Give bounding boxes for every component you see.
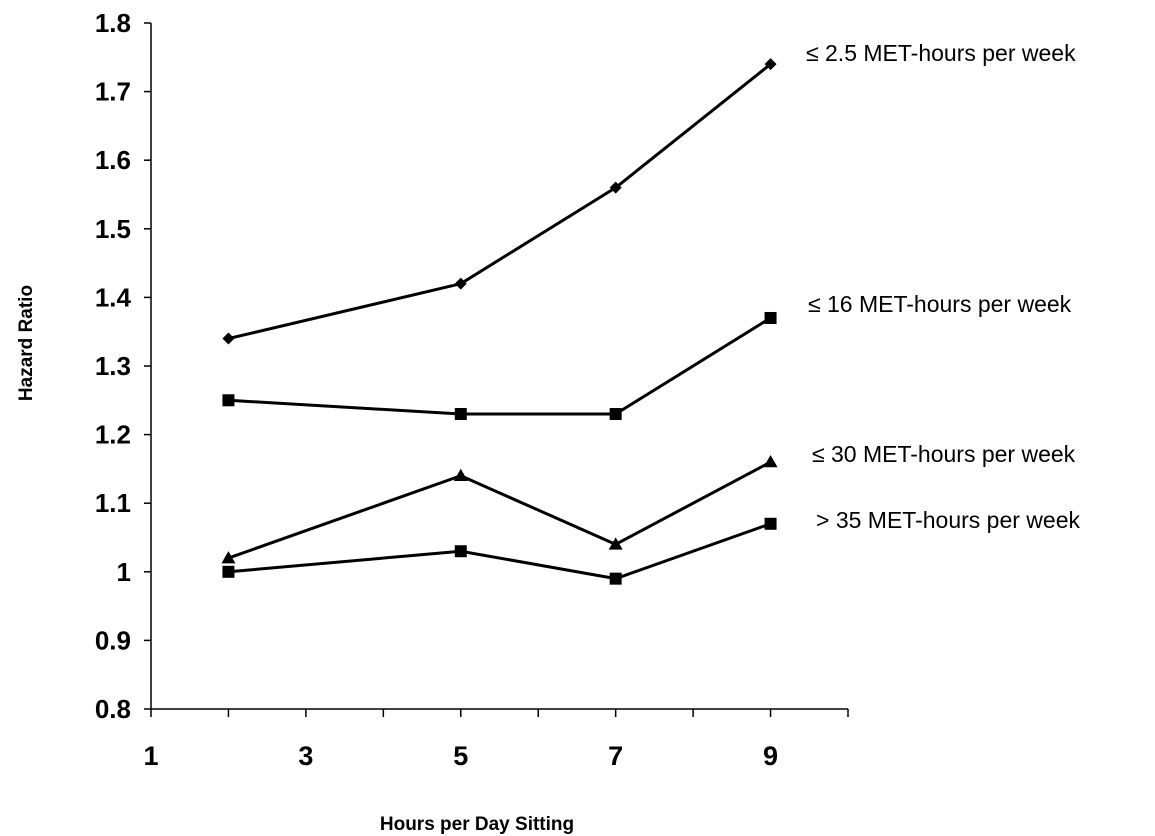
series-line: [228, 62, 772, 341]
axes: [144, 22, 849, 717]
data-point-square: [222, 565, 235, 578]
series-line-group: [222, 58, 777, 345]
x-tick-label: 5: [453, 741, 468, 771]
data-point-diamond: [764, 58, 777, 71]
tick-labels: 0.8 0.9 1 1.1 1.2 1.3 1.4 1.5 1.6 1.7 1.8 1 3 5 7 9: [95, 8, 778, 771]
y-tick-label: 1.2: [95, 420, 131, 450]
y-tick-label: 1.4: [95, 282, 132, 312]
data-point-square: [609, 572, 622, 585]
x-tick-label: 3: [298, 741, 313, 771]
y-tick-label: 1.3: [95, 351, 131, 381]
series-label: ≤ 30 MET-hours per week: [812, 441, 1076, 467]
x-tick-label: 7: [608, 741, 623, 771]
y-tick-label: 1.7: [95, 77, 131, 107]
data-point-square: [454, 545, 467, 558]
y-tick-label: 1.5: [95, 214, 131, 244]
data-point-triangle: [221, 551, 236, 564]
data-point-diamond: [222, 332, 235, 345]
data-point-triangle: [763, 455, 778, 468]
y-tick-label: 1.1: [95, 488, 131, 518]
y-tick-label: 1: [117, 557, 131, 587]
data-point-square: [454, 408, 467, 421]
y-tick-label: 1.8: [95, 8, 131, 38]
data-point-triangle: [608, 537, 623, 550]
series-line-group: [222, 311, 777, 421]
series-line-group: [221, 455, 778, 564]
series-line: [228, 316, 772, 416]
x-tick-label: 1: [143, 741, 158, 771]
series-line: [228, 522, 772, 581]
x-axis-title: Hours per Day Sitting: [380, 814, 574, 835]
data-point-square: [609, 408, 622, 421]
series-line: [227, 460, 772, 560]
series-labels: ≤ 2.5 MET-hours per week ≤ 16 MET-hours p…: [806, 40, 1080, 533]
series-line-group: [222, 517, 777, 585]
series: [221, 58, 778, 585]
x-tick-label: 9: [763, 741, 778, 771]
data-point-square: [764, 517, 777, 530]
data-point-square: [222, 394, 235, 407]
series-label: ≤ 2.5 MET-hours per week: [806, 40, 1076, 66]
data-point-triangle: [453, 468, 468, 482]
y-tick-label: 1.6: [95, 145, 131, 175]
data-point-square: [764, 311, 777, 324]
y-tick-label: 0.8: [95, 694, 131, 724]
y-axis-title: Hazard Ratio: [16, 285, 37, 401]
y-tick-label: 0.9: [95, 625, 131, 655]
data-point-diamond: [454, 277, 467, 290]
data-point-diamond: [609, 181, 622, 194]
series-label: ≤ 16 MET-hours per week: [808, 291, 1072, 317]
series-label: > 35 MET-hours per week: [816, 507, 1080, 533]
